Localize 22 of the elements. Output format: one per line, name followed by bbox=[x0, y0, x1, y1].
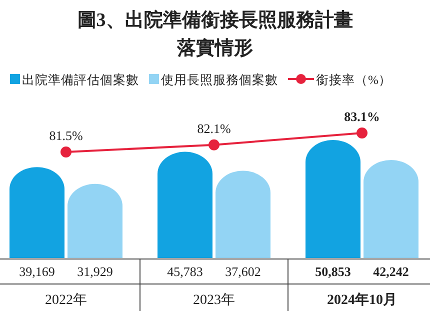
data-label: 42,242 bbox=[373, 264, 409, 279]
data-label: 31,929 bbox=[77, 264, 113, 279]
data-label: 82.1% bbox=[197, 120, 231, 136]
data-label: 83.1% bbox=[344, 109, 380, 124]
x-tick-label: 2024年10月 bbox=[327, 292, 397, 308]
bar bbox=[10, 167, 64, 258]
data-label: 50,853 bbox=[315, 264, 352, 279]
legend-label: 銜接率（%） bbox=[316, 72, 392, 87]
legend-label: 使用長照服務個案數 bbox=[161, 72, 278, 87]
chart-title: 圖3、出院準備銜接長照服務計畫落實情形 bbox=[77, 9, 353, 59]
x-tick-label: 2023年 bbox=[193, 292, 235, 308]
data-label: 45,783 bbox=[167, 264, 203, 279]
data-label: 39,169 bbox=[19, 264, 55, 279]
x-tick-label: 2022年 bbox=[45, 292, 87, 308]
legend-label: 出院準備評估個案數 bbox=[22, 72, 139, 87]
bar bbox=[68, 184, 122, 258]
bar bbox=[216, 170, 270, 258]
bar bbox=[158, 152, 212, 258]
data-label: 81.5% bbox=[49, 128, 83, 143]
bar bbox=[306, 140, 360, 258]
bar bbox=[364, 160, 418, 258]
data-label: 37,602 bbox=[225, 264, 261, 279]
